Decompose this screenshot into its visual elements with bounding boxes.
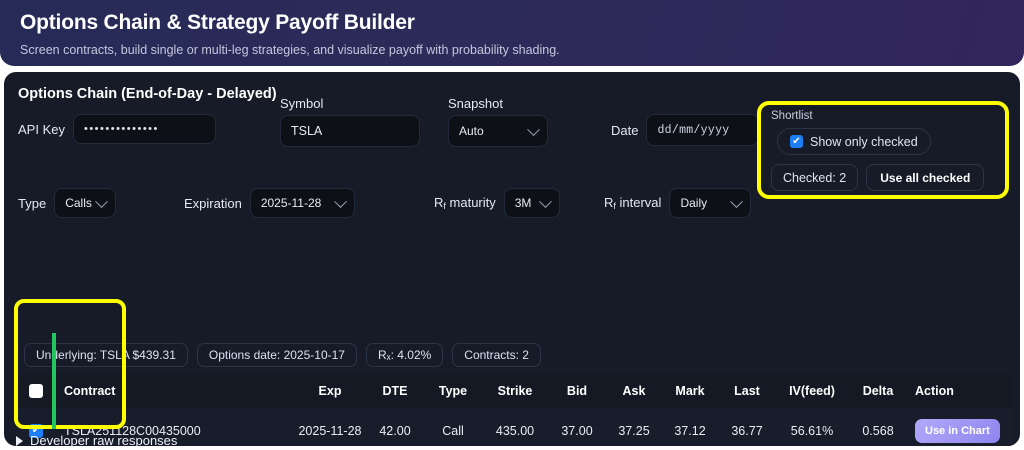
rf-interval-value: Daily — [680, 196, 708, 210]
status-chip-row: Underlying: TSLA $439.31 Options date: 2… — [24, 343, 541, 367]
col-strike[interactable]: Strike — [497, 384, 533, 398]
expiration-group: Expiration 2025-11-28 — [184, 188, 355, 218]
show-only-checked-toggle[interactable]: ✔ Show only checked — [777, 128, 931, 155]
status-chip-options-date: Options date: 2025-10-17 — [196, 343, 357, 367]
cell-strike: 435.00 — [495, 424, 535, 438]
cell-exp: 2025-11-28 — [298, 424, 362, 438]
select-all-checkbox-cell[interactable] — [18, 384, 56, 398]
checkbox-checked-icon: ✔ — [790, 135, 803, 148]
checked-count-badge: Checked: 2 — [771, 164, 859, 191]
cell-iv: 56.61% — [790, 424, 834, 438]
type-value: Calls — [65, 196, 92, 210]
col-dte[interactable]: DTE — [382, 384, 408, 398]
triangle-right-icon — [16, 435, 23, 446]
col-ask[interactable]: Ask — [622, 384, 646, 398]
cell-type: Call — [442, 424, 464, 438]
col-type[interactable]: Type — [438, 384, 468, 398]
chevron-down-icon — [333, 195, 347, 209]
show-only-checked-label: Show only checked — [810, 134, 918, 149]
developer-raw-responses-disclosure[interactable]: Developer raw responses — [16, 433, 177, 448]
api-key-label: API Key — [18, 121, 65, 137]
checkbox-unchecked-icon — [29, 384, 43, 398]
chevron-down-icon — [95, 195, 109, 209]
expiration-label: Expiration — [184, 195, 242, 211]
api-key-group: API Key •••••••••••••• — [18, 114, 216, 144]
col-last[interactable]: Last — [734, 384, 760, 398]
symbol-label: Symbol — [280, 96, 324, 111]
developer-raw-responses-label: Developer raw responses — [30, 433, 178, 448]
cell-action: Use in Chart — [907, 419, 1007, 443]
date-label: Date — [611, 122, 639, 138]
symbol-input[interactable]: TSLA — [280, 115, 420, 147]
cell-dte: 42.00 — [379, 424, 411, 438]
status-chip-contracts: Contracts: 2 — [452, 343, 541, 367]
symbol-group: Symbol TSLA — [280, 96, 420, 147]
date-group: Date dd/mm/yyyy — [611, 114, 760, 146]
cell-delta: 0.568 — [862, 424, 894, 438]
date-input[interactable]: dd/mm/yyyy — [646, 114, 760, 146]
page-header: Options Chain & Strategy Payoff Builder … — [0, 0, 1024, 66]
col-mark[interactable]: Mark — [675, 384, 705, 398]
rf-interval-group: Rf interval Daily — [604, 188, 752, 218]
shortlist-panel: Shortlist ✔ Show only checked Checked: 2… — [757, 101, 1009, 199]
col-bid[interactable]: Bid — [566, 384, 588, 398]
cell-bid: 37.00 — [561, 424, 593, 438]
type-group: Type Calls — [18, 188, 117, 218]
chevron-down-icon — [538, 195, 552, 209]
expiration-select[interactable]: 2025-11-28 — [249, 188, 355, 218]
cell-ask: 37.25 — [618, 424, 650, 438]
col-delta[interactable]: Delta — [862, 384, 894, 398]
snapshot-group: Snapshot Auto — [448, 96, 548, 147]
form-row-2: Type Calls Expiration 2025-11-28 Rf matu… — [16, 186, 1008, 234]
rf-maturity-group: Rf maturity 3M — [434, 188, 560, 218]
chevron-down-icon — [527, 123, 540, 137]
status-chip-underlying: Underlying: TSLA $439.31 — [24, 343, 188, 367]
cell-last: 36.77 — [731, 424, 763, 438]
col-iv-feed[interactable]: IV(feed) — [789, 384, 835, 398]
expiration-value: 2025-11-28 — [260, 196, 322, 210]
snapshot-label: Snapshot — [448, 96, 503, 111]
chevron-down-icon — [730, 195, 744, 209]
snapshot-value: Auto — [459, 124, 484, 138]
col-exp[interactable]: Exp — [318, 384, 342, 398]
table-header-row: Contract Exp DTE Type Strike Bid Ask Mar… — [18, 374, 1014, 408]
snapshot-select[interactable]: Auto — [448, 115, 548, 147]
shortlist-title: Shortlist — [771, 110, 813, 122]
panel-title: Options Chain (End-of-Day - Delayed) — [18, 86, 277, 102]
rf-interval-label: Rf interval — [604, 195, 662, 211]
api-key-input[interactable]: •••••••••••••• — [72, 114, 216, 144]
use-all-checked-button[interactable]: Use all checked — [866, 164, 985, 191]
page-title: Options Chain & Strategy Payoff Builder — [20, 11, 415, 34]
rf-interval-select[interactable]: Daily — [669, 188, 752, 218]
col-contract[interactable]: Contract — [64, 384, 116, 398]
type-select[interactable]: Calls — [54, 188, 117, 218]
type-label: Type — [18, 195, 47, 211]
page-subtitle: Screen contracts, build single or multi-… — [20, 43, 560, 57]
use-in-chart-button[interactable]: Use in Chart — [915, 419, 1000, 443]
rf-maturity-label: Rf maturity — [434, 195, 496, 211]
rf-maturity-select[interactable]: 3M — [503, 188, 560, 218]
cell-mark: 37.12 — [674, 424, 706, 438]
status-chip-rate: Rₓ: 4.02% — [365, 343, 444, 367]
col-action: Action — [915, 384, 954, 398]
rf-maturity-value: 3M — [514, 196, 532, 210]
